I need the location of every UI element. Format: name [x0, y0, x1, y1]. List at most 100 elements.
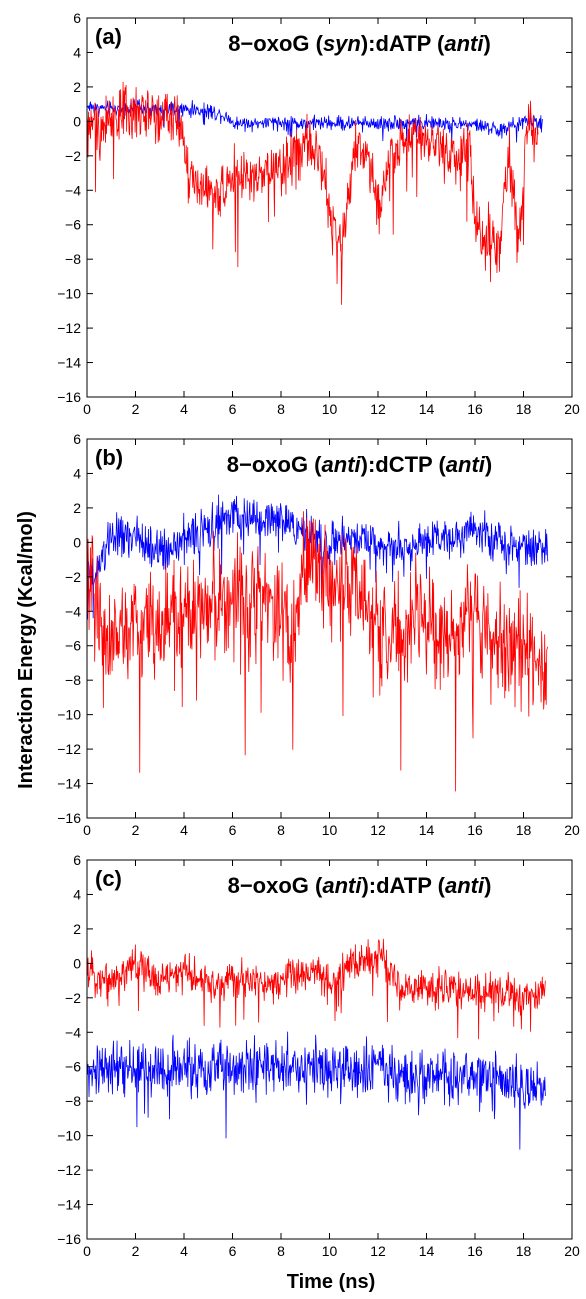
x-tick-label: 2 — [132, 401, 140, 417]
y-tick-label: −4 — [65, 1024, 81, 1040]
series-line-red — [87, 511, 549, 792]
x-tick-label: 8 — [277, 401, 285, 417]
y-tick-label: −8 — [65, 672, 81, 688]
y-tick-label: −16 — [57, 389, 81, 405]
x-tick-label: 18 — [516, 401, 532, 417]
x-tick-label: 8 — [277, 1243, 285, 1259]
y-tick-label: −14 — [57, 776, 81, 792]
panel-title: 8−oxoG (syn):dATP (anti) — [228, 31, 491, 56]
x-tick-label: 10 — [322, 401, 338, 417]
panel-title-part: 8−oxoG ( — [228, 873, 323, 898]
y-tick-label: −2 — [65, 990, 81, 1006]
y-tick-label: 6 — [73, 852, 81, 868]
y-tick-label: −8 — [65, 1093, 81, 1109]
y-tick-label: −16 — [57, 1231, 81, 1247]
panel-title: 8−oxoG (anti):dATP (anti) — [228, 873, 492, 898]
panel-b: 0 2 4 6 8 10 12 14 16 18 206420−2−4−6−8−10−12−14−1… — [57, 431, 580, 838]
series-line-blue — [87, 494, 549, 620]
x-tick-label: 8 — [277, 822, 285, 838]
panel-title-part: anti — [322, 873, 362, 898]
panel-title-part: ):dCTP ( — [361, 452, 447, 477]
panel-title-part: syn — [323, 31, 361, 56]
x-tick-label: 16 — [467, 401, 483, 417]
y-tick-label: −14 — [57, 355, 81, 371]
panel-title-part: ) — [483, 31, 490, 56]
panel-label: (b) — [95, 445, 123, 470]
y-tick-label: −6 — [65, 1059, 81, 1075]
panel-a: 0 2 4 6 8 10 12 14 16 18 206420−2−4−6−8−10−12−14−1… — [57, 10, 580, 417]
panel-title-part: ):dATP ( — [361, 31, 445, 56]
x-tick-label: 18 — [516, 822, 532, 838]
series-line-red — [87, 938, 546, 1040]
x-tick-label: 4 — [180, 1243, 188, 1259]
x-tick-label: 16 — [467, 822, 483, 838]
plot-frame — [86, 859, 573, 1240]
x-tick-label: 20 — [564, 401, 580, 417]
y-tick-label: −6 — [65, 217, 81, 233]
series-line-red — [87, 81, 539, 305]
panel-title-part: anti — [446, 452, 486, 477]
y-tick-label: 4 — [73, 465, 81, 481]
y-tick-label: 2 — [73, 921, 81, 937]
x-tick-label: 18 — [516, 1243, 532, 1259]
x-tick-label: 10 — [322, 1243, 338, 1259]
panel-c: 0 2 4 6 8 10 12 14 16 18 206420−2−4−6−8−10−12−14−1… — [57, 852, 580, 1259]
x-tick-label: 20 — [564, 822, 580, 838]
panel-title: 8−oxoG (anti):dCTP (anti) — [227, 452, 492, 477]
y-tick-label: −10 — [57, 286, 81, 302]
x-tick-label: 2 — [132, 1243, 140, 1259]
x-tick-label: 14 — [419, 1243, 435, 1259]
y-tick-label: −4 — [65, 182, 81, 198]
x-tick-label: 10 — [322, 822, 338, 838]
y-tick-label: −12 — [57, 1162, 81, 1178]
y-axis-label: Interaction Energy (Kcal/mol) — [15, 511, 37, 789]
y-tick-label: −8 — [65, 251, 81, 267]
panels-group: 0 2 4 6 8 10 12 14 16 18 206420−2−4−6−8−10−12−14−1… — [57, 10, 580, 1259]
panel-title-part: ) — [485, 452, 492, 477]
panel-label: (c) — [95, 866, 122, 891]
y-tick-label: −4 — [65, 603, 81, 619]
x-tick-label: 14 — [419, 822, 435, 838]
y-tick-label: 0 — [73, 955, 81, 971]
series-line-blue — [87, 1031, 546, 1150]
y-tick-label: 0 — [73, 534, 81, 550]
x-tick-label: 0 — [83, 401, 91, 417]
y-tick-label: −10 — [57, 707, 81, 723]
y-tick-label: 6 — [73, 10, 81, 26]
panel-title-part: ) — [484, 873, 491, 898]
y-tick-label: −2 — [65, 148, 81, 164]
y-tick-label: −12 — [57, 741, 81, 757]
x-tick-label: 12 — [370, 1243, 386, 1259]
y-tick-label: −6 — [65, 638, 81, 654]
x-tick-label: 6 — [229, 401, 237, 417]
panel-title-part: 8−oxoG ( — [228, 31, 323, 56]
x-axis-label: Time (ns) — [287, 1271, 376, 1293]
y-tick-label: 6 — [73, 431, 81, 447]
panel-title-part: anti — [444, 31, 484, 56]
x-tick-label: 6 — [229, 1243, 237, 1259]
y-tick-label: −2 — [65, 569, 81, 585]
panel-title-part: anti — [322, 452, 362, 477]
x-tick-label: 14 — [419, 401, 435, 417]
y-tick-label: 0 — [73, 113, 81, 129]
x-tick-label: 16 — [467, 1243, 483, 1259]
panel-title-part: anti — [445, 873, 485, 898]
y-tick-label: −10 — [57, 1128, 81, 1144]
y-tick-label: 2 — [73, 79, 81, 95]
y-tick-label: 4 — [73, 44, 81, 60]
x-tick-label: 6 — [229, 822, 237, 838]
panel-title-part: ):dATP ( — [361, 873, 445, 898]
x-tick-label: 0 — [83, 822, 91, 838]
y-tick-label: 2 — [73, 500, 81, 516]
panel-label: (a) — [95, 24, 122, 49]
x-tick-label: 2 — [132, 822, 140, 838]
panel-title-part: 8−oxoG ( — [227, 452, 322, 477]
x-tick-label: 4 — [180, 401, 188, 417]
x-tick-label: 0 — [83, 1243, 91, 1259]
y-tick-label: −16 — [57, 810, 81, 826]
y-tick-label: −14 — [57, 1197, 81, 1213]
x-tick-label: 4 — [180, 822, 188, 838]
x-tick-label: 12 — [370, 822, 386, 838]
x-tick-label: 12 — [370, 401, 386, 417]
